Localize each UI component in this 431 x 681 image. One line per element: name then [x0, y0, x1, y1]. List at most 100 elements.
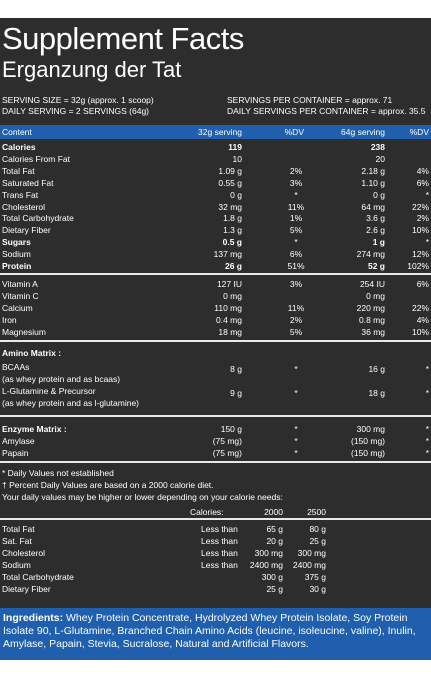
supplement-facts-panel: Supplement Facts Erganzung der Tat SERVI… — [0, 18, 431, 608]
ingredients-label: Ingredients: — [3, 612, 64, 624]
dv-64g: * — [425, 388, 429, 398]
row-label: Total Carbohydrate — [2, 213, 74, 224]
value-32g: 1.8 g — [223, 213, 242, 224]
dv-64g: 22% — [411, 303, 429, 313]
row-label: Protein — [2, 261, 32, 271]
reference-row-qualifier: Less than — [201, 548, 238, 558]
dv-32g: * — [294, 364, 298, 374]
reference-2000: 300 g — [261, 572, 283, 582]
reference-col-2000: 2000 — [264, 507, 283, 517]
dv-64g: 6% — [416, 177, 429, 188]
value-32g: 0.4 mg — [216, 315, 242, 325]
dv-32g: 11% — [287, 201, 305, 212]
divider — [0, 273, 431, 275]
row-label: Sugars — [2, 237, 31, 248]
row-label: Amylase — [2, 436, 35, 446]
column-content: Content — [2, 127, 32, 137]
row-label: Total Fat — [2, 165, 35, 176]
dv-32g: 11% — [287, 303, 305, 313]
reference-2500: 375 g — [304, 572, 326, 582]
value-64g: 16 g — [368, 364, 385, 374]
row-label: Magnesium — [2, 327, 46, 337]
value-32g: 137 mg — [213, 249, 242, 260]
value-64g: 0 mg — [366, 291, 385, 301]
reference-calories-label: Calories: — [190, 507, 224, 517]
ingredients-box: Ingredients: Whey Protein Concentrate, H… — [0, 608, 431, 660]
value-64g: 20 — [375, 153, 385, 164]
divider — [0, 461, 431, 463]
panel-subtitle: Erganzung der Tat — [2, 57, 182, 82]
dv-32g: * — [294, 388, 298, 398]
dv-64g: 6% — [416, 279, 429, 289]
divider — [0, 518, 431, 520]
value-64g: 274 mg — [356, 249, 385, 260]
value-64g: 2.6 g — [366, 225, 385, 236]
amino-row-label: L-Glutamine & Precursor — [2, 386, 96, 396]
amino-row-sublabel: (as whey protein and as l-glutamine) — [2, 398, 140, 408]
footnote: Your daily values may be higher or lower… — [2, 492, 283, 502]
reference-row-label: Sodium — [2, 560, 31, 570]
value-32g: 26 g — [224, 261, 242, 271]
servings-per-container: SERVINGS PER CONTAINER = approx. 71 — [227, 95, 393, 105]
value-64g: 0 g — [373, 189, 385, 200]
value-64g: 254 IU — [359, 279, 385, 289]
value-64g: (150 mg) — [350, 436, 385, 446]
dv-64g: 10% — [411, 225, 429, 236]
column-header-bar: Content 32g serving %DV 64g serving %DV — [0, 125, 431, 139]
dv-32g: * — [294, 189, 298, 200]
reference-2000: 25 g — [266, 584, 283, 594]
value-32g: 119 — [228, 142, 242, 152]
panel-title: Supplement Facts — [2, 21, 244, 56]
value-32g: 9 g — [230, 388, 242, 398]
value-64g: (150 mg) — [350, 448, 385, 458]
value-64g: 238 — [370, 142, 385, 152]
value-64g: 36 mg — [361, 327, 385, 337]
row-label: Sodium — [2, 249, 31, 260]
dv-32g: 5% — [289, 327, 303, 337]
value-32g: 0 g — [230, 189, 242, 200]
value-64g: 52 g — [367, 261, 385, 271]
value-64g: 0.8 mg — [359, 315, 385, 325]
dv-64g: * — [425, 364, 429, 374]
reference-row-qualifier: Less than — [201, 560, 238, 570]
reference-col-2500: 2500 — [307, 507, 326, 517]
dv-32g: 1% — [289, 213, 303, 224]
value-32g: 127 IU — [216, 279, 242, 289]
reference-row-label: Total Fat — [2, 524, 35, 534]
row-label: Vitamin A — [2, 279, 38, 289]
ingredients-list: Whey Protein Concentrate, Hydrolyzed Whe… — [3, 612, 416, 650]
column-dv-1: %DV — [284, 127, 304, 137]
reference-2000: 65 g — [266, 524, 283, 534]
row-label: Saturated Fat — [2, 177, 54, 188]
amino-row-sublabel: (as whey protein and as bcaas) — [2, 374, 121, 384]
reference-2000: 300 mg — [254, 548, 283, 558]
footnote: * Daily Values not established — [2, 468, 114, 478]
dv-64g: 22% — [411, 201, 429, 212]
column-32g-serving: 32g serving — [198, 127, 242, 137]
value-32g: 0.55 g — [218, 177, 242, 188]
dv-32g: 5% — [289, 225, 303, 236]
value-64g: 2.18 g — [361, 165, 385, 176]
dv-32g: * — [294, 436, 298, 446]
row-label: Papain — [2, 448, 29, 458]
dv-64g: 12% — [411, 249, 429, 260]
value-64g: 3.6 g — [366, 213, 385, 224]
row-label: Cholesterol — [2, 201, 45, 212]
row-label: Vitamin C — [2, 291, 39, 301]
row-label: Iron — [2, 315, 17, 325]
dv-64g: 10% — [411, 327, 429, 337]
value-64g: 220 mg — [356, 303, 385, 313]
daily-serving: DAILY SERVING = 2 SERVINGS (64g) — [2, 106, 150, 116]
reference-2500: 30 g — [309, 584, 326, 594]
value-32g: (75 mg) — [212, 436, 242, 446]
footnote: † Percent Daily Values are based on a 20… — [2, 480, 214, 490]
value-32g: 0 mg — [223, 291, 242, 301]
dv-32g: 2% — [289, 165, 303, 176]
value-64g: 1.10 g — [361, 177, 385, 188]
reference-row-qualifier: Less than — [201, 524, 238, 534]
reference-row-qualifier: Less than — [201, 536, 238, 546]
column-dv-2: %DV — [409, 127, 429, 137]
divider — [0, 340, 431, 342]
reference-row-label: Sat. Fat — [2, 536, 32, 546]
dv-64g: * — [425, 424, 429, 434]
